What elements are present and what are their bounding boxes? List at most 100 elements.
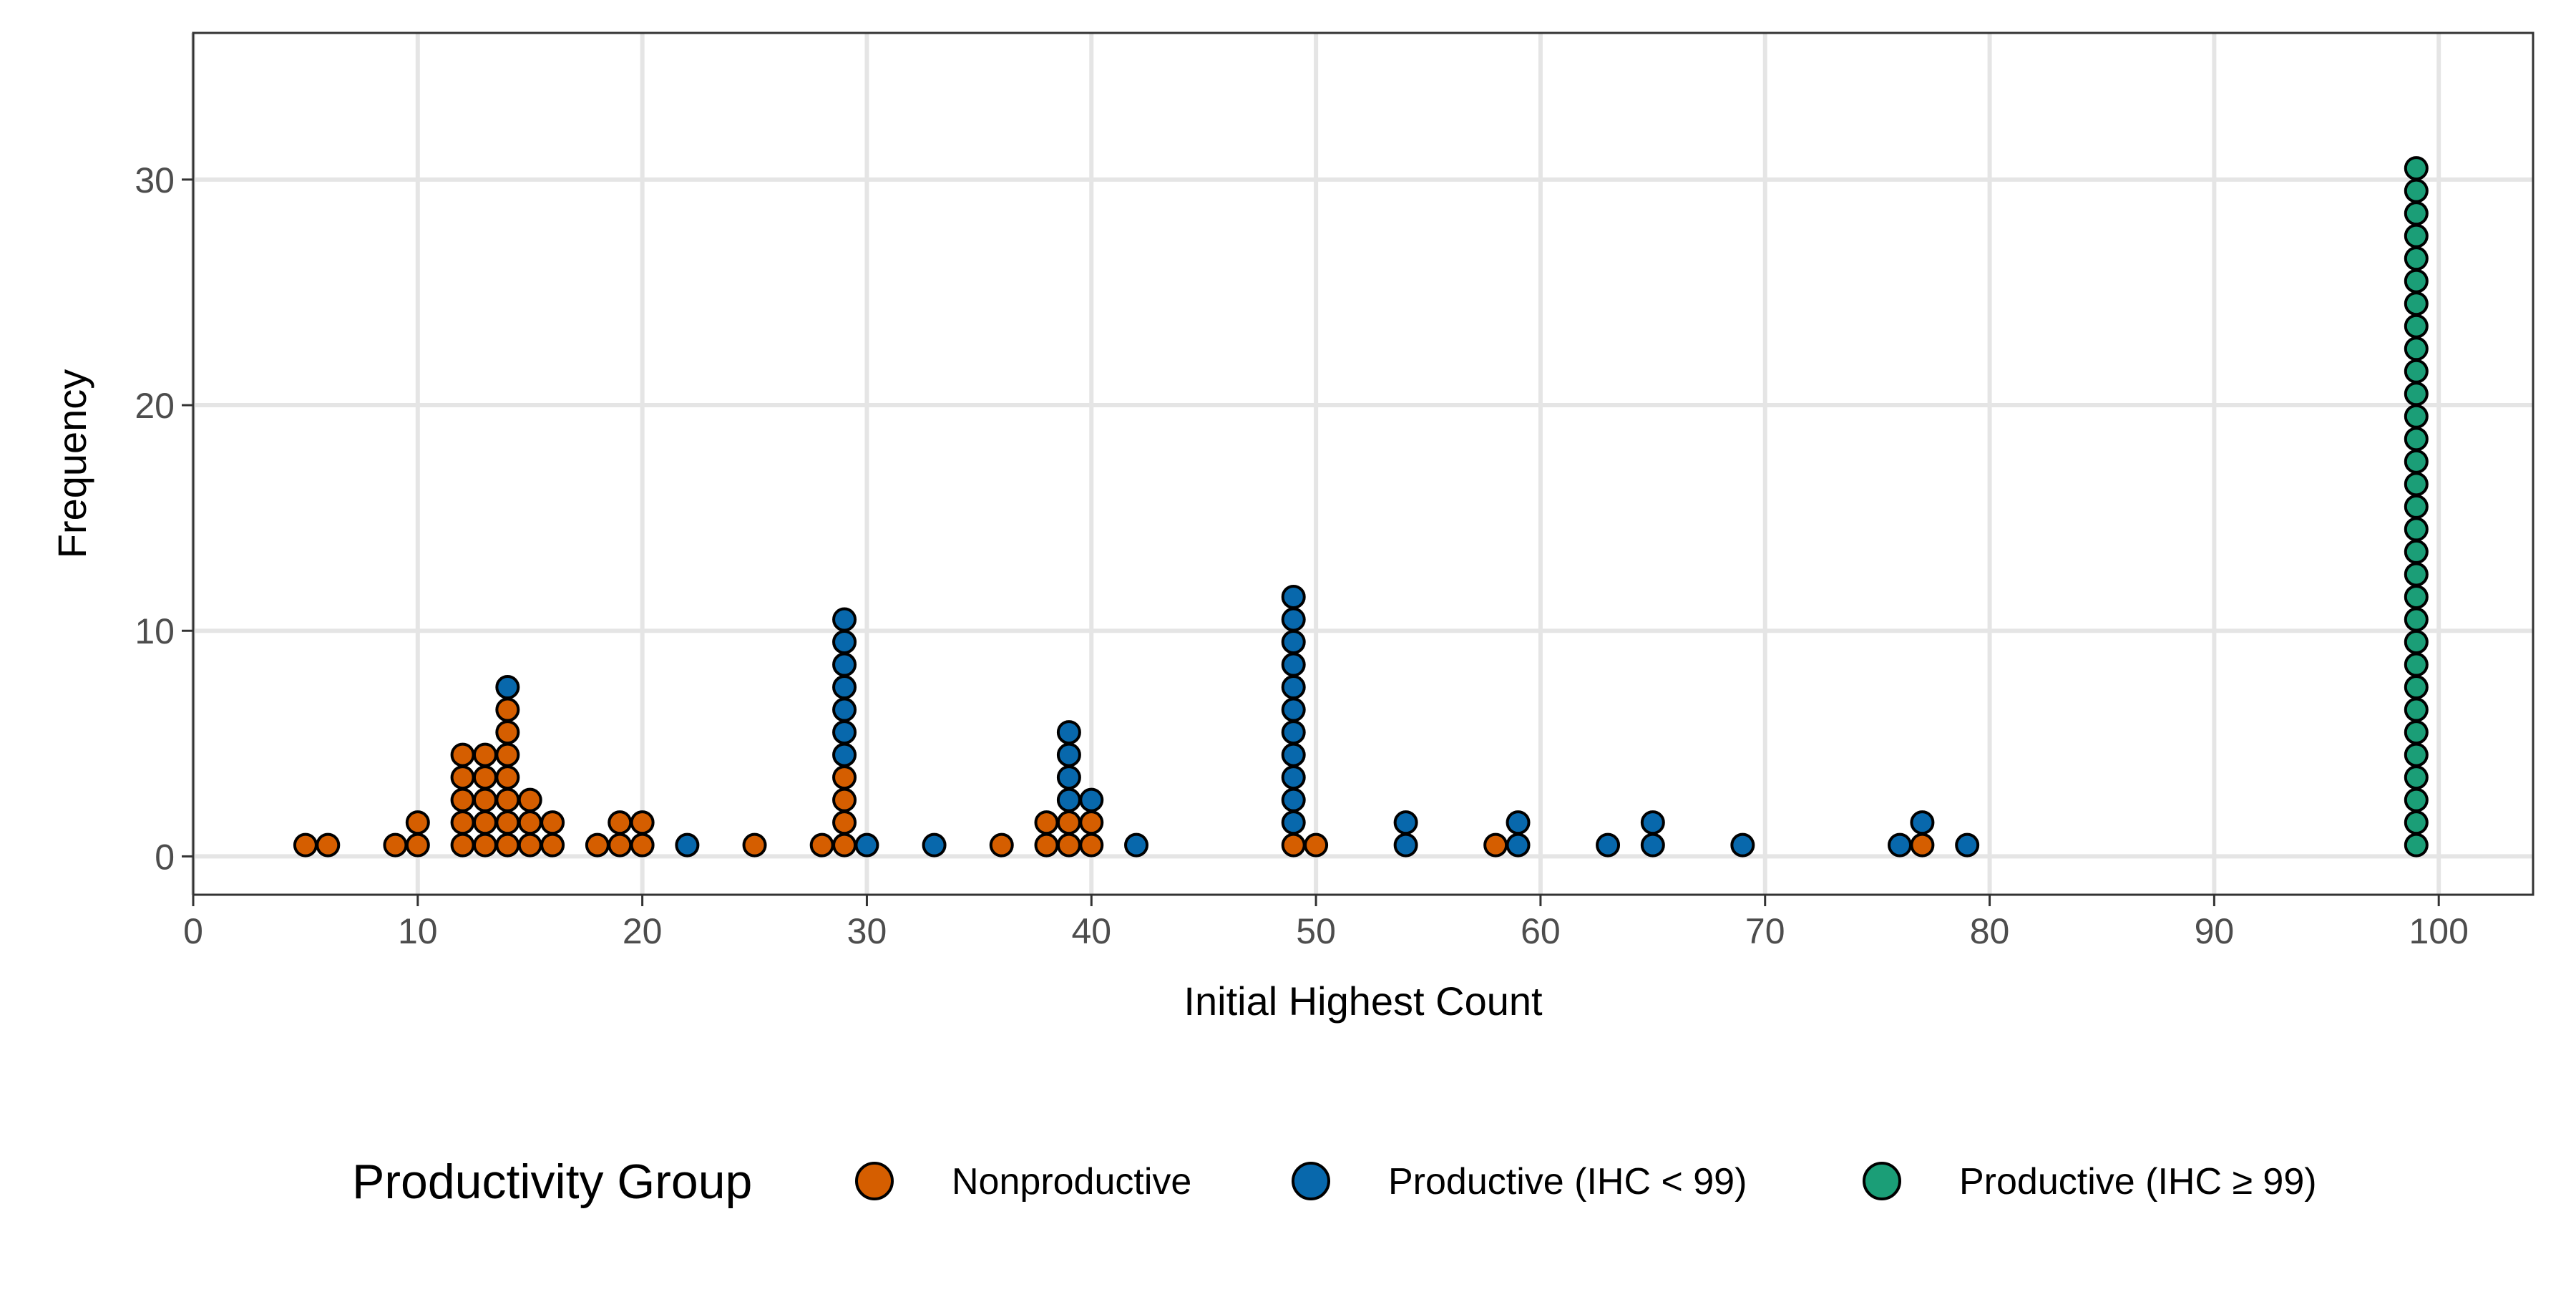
data-point	[1056, 742, 1081, 767]
data-point	[2404, 314, 2429, 339]
data-point	[1596, 832, 1621, 858]
data-point	[1506, 832, 1531, 858]
data-point	[450, 832, 475, 858]
data-point	[2404, 607, 2429, 632]
data-point	[832, 720, 857, 745]
x-axis-title: Initial Highest Count	[1184, 978, 1543, 1024]
legend-label: Productive (IHC ≥ 99)	[1959, 1161, 2317, 1203]
data-point	[2404, 268, 2429, 293]
plot-panel	[193, 33, 2533, 895]
data-point	[1281, 765, 1306, 790]
data-point	[1281, 675, 1306, 700]
data-point	[517, 810, 542, 835]
data-point	[383, 832, 408, 858]
legend-key	[855, 1162, 894, 1200]
data-point	[832, 832, 857, 858]
data-point	[832, 787, 857, 812]
data-point	[1281, 720, 1306, 745]
data-point	[2404, 449, 2429, 474]
data-point	[832, 810, 857, 835]
data-point	[832, 607, 857, 632]
y-tick-label: 0	[155, 837, 175, 877]
x-tick-label: 90	[2195, 911, 2235, 951]
data-point	[2404, 494, 2429, 519]
data-point	[1730, 832, 1755, 858]
y-tick-label: 10	[135, 611, 175, 651]
data-point	[1640, 810, 1665, 835]
x-tick-label: 100	[2409, 911, 2468, 951]
data-point	[1124, 832, 1149, 858]
data-point	[1034, 832, 1059, 858]
data-point	[1056, 832, 1081, 858]
data-point	[2404, 178, 2429, 203]
data-point	[2404, 629, 2429, 654]
data-point	[2404, 810, 2429, 835]
legend: Productivity Group Nonproductive Producti…	[352, 1155, 2317, 1209]
y-tick-label: 20	[135, 386, 175, 426]
data-point	[495, 765, 520, 790]
data-point	[832, 697, 857, 722]
data-point	[1281, 787, 1306, 812]
data-point	[517, 787, 542, 812]
legend-key	[1863, 1162, 1901, 1200]
data-point	[1640, 832, 1665, 858]
x-tick-label: 60	[1521, 911, 1561, 951]
data-point	[1079, 832, 1104, 858]
data-point	[2404, 291, 2429, 316]
data-point	[2404, 652, 2429, 677]
data-point	[495, 832, 520, 858]
data-point	[472, 787, 497, 812]
data-point	[989, 832, 1014, 858]
data-point	[1281, 584, 1306, 609]
data-point	[1483, 832, 1508, 858]
data-point	[832, 742, 857, 767]
data-point	[472, 810, 497, 835]
data-point	[495, 720, 520, 745]
data-point	[1056, 787, 1081, 812]
data-point	[1056, 720, 1081, 745]
data-point	[2404, 765, 2429, 790]
data-point	[1281, 697, 1306, 722]
data-point	[1910, 810, 1935, 835]
legend-title: Productivity Group	[352, 1155, 752, 1209]
data-point	[2404, 562, 2429, 587]
data-point	[450, 787, 475, 812]
data-point	[495, 675, 520, 700]
data-point	[1393, 832, 1418, 858]
data-point	[2404, 787, 2429, 812]
data-point	[1281, 832, 1306, 858]
data-point	[832, 765, 857, 790]
x-tick-label: 30	[847, 911, 887, 951]
data-point	[2404, 742, 2429, 767]
data-point	[405, 810, 430, 835]
data-point	[1079, 810, 1104, 835]
data-points	[293, 156, 2429, 858]
data-point	[472, 742, 497, 767]
data-point	[630, 810, 655, 835]
data-point	[450, 765, 475, 790]
data-point	[2404, 359, 2429, 384]
x-tick-label: 70	[1745, 911, 1785, 951]
data-point	[1506, 810, 1531, 835]
data-point	[1955, 832, 1980, 858]
data-point	[2404, 697, 2429, 722]
data-point	[2404, 675, 2429, 700]
y-tick-label: 30	[135, 160, 175, 200]
data-point	[405, 832, 430, 858]
data-point	[495, 742, 520, 767]
grid	[191, 33, 2533, 895]
data-point	[585, 832, 610, 858]
data-point	[2404, 832, 2429, 858]
data-point	[608, 810, 633, 835]
data-point	[2404, 223, 2429, 248]
data-point	[2404, 201, 2429, 226]
data-point	[1056, 810, 1081, 835]
legend-label: Productive (IHC < 99)	[1388, 1161, 1747, 1203]
data-point	[809, 832, 834, 858]
data-point	[854, 832, 879, 858]
data-point	[495, 810, 520, 835]
data-point	[832, 652, 857, 677]
data-point	[495, 787, 520, 812]
data-point	[316, 832, 341, 858]
